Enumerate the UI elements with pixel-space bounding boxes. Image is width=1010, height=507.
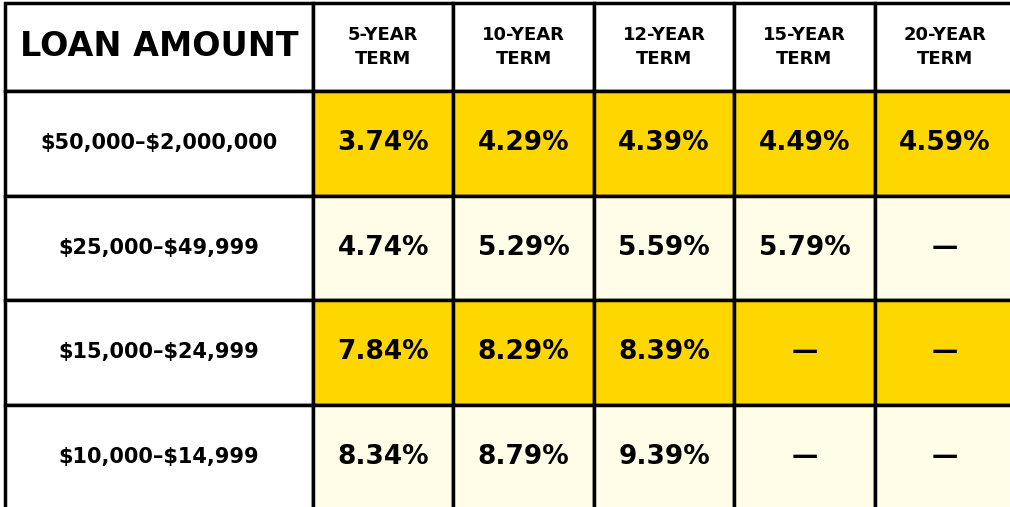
Bar	[734, 3, 875, 91]
Text: —: —	[932, 339, 957, 366]
Bar	[734, 300, 875, 405]
Text: \$25,000–\$49,999: \$25,000–\$49,999	[59, 238, 260, 258]
Text: 8.39%: 8.39%	[618, 339, 710, 366]
Bar	[875, 3, 1010, 91]
Text: 8.34%: 8.34%	[337, 444, 429, 470]
Bar	[313, 300, 453, 405]
Text: 5.59%: 5.59%	[618, 235, 710, 261]
Bar	[875, 196, 1010, 300]
Bar	[313, 91, 453, 196]
Text: 5-YEAR
TERM: 5-YEAR TERM	[348, 26, 418, 68]
Text: 4.39%: 4.39%	[618, 130, 710, 157]
Text: 4.29%: 4.29%	[478, 130, 570, 157]
Text: 4.49%: 4.49%	[759, 130, 850, 157]
Bar	[453, 91, 594, 196]
Text: 12-YEAR
TERM: 12-YEAR TERM	[622, 26, 706, 68]
Bar	[875, 300, 1010, 405]
Bar	[734, 91, 875, 196]
Text: 10-YEAR
TERM: 10-YEAR TERM	[482, 26, 566, 68]
Bar	[5, 91, 313, 196]
Bar	[734, 405, 875, 507]
Text: \$10,000–\$14,999: \$10,000–\$14,999	[59, 447, 260, 467]
Bar	[875, 405, 1010, 507]
Bar	[594, 196, 734, 300]
Bar	[594, 91, 734, 196]
Text: 8.79%: 8.79%	[478, 444, 570, 470]
Text: —: —	[932, 444, 957, 470]
Text: \$15,000–\$24,999: \$15,000–\$24,999	[59, 342, 260, 363]
Bar	[875, 91, 1010, 196]
Text: 8.29%: 8.29%	[478, 339, 570, 366]
Bar	[5, 196, 313, 300]
Bar	[5, 300, 313, 405]
Text: 7.84%: 7.84%	[337, 339, 429, 366]
Text: —: —	[792, 444, 817, 470]
Bar	[734, 196, 875, 300]
Bar	[5, 3, 313, 91]
Bar	[5, 405, 313, 507]
Text: —: —	[792, 339, 817, 366]
Text: 5.79%: 5.79%	[759, 235, 850, 261]
Text: 4.74%: 4.74%	[337, 235, 429, 261]
Bar	[594, 300, 734, 405]
Bar	[453, 196, 594, 300]
Bar	[313, 3, 453, 91]
Bar	[594, 3, 734, 91]
Bar	[313, 196, 453, 300]
Bar	[453, 3, 594, 91]
Text: —: —	[932, 235, 957, 261]
Bar	[313, 405, 453, 507]
Text: 3.74%: 3.74%	[337, 130, 429, 157]
Text: \$50,000–\$2,000,000: \$50,000–\$2,000,000	[40, 133, 278, 154]
Text: 4.59%: 4.59%	[899, 130, 991, 157]
Text: 20-YEAR
TERM: 20-YEAR TERM	[903, 26, 987, 68]
Text: LOAN AMOUNT: LOAN AMOUNT	[20, 30, 298, 63]
Text: 9.39%: 9.39%	[618, 444, 710, 470]
Text: 15-YEAR
TERM: 15-YEAR TERM	[763, 26, 846, 68]
Bar	[594, 405, 734, 507]
Text: 5.29%: 5.29%	[478, 235, 570, 261]
Bar	[453, 300, 594, 405]
Bar	[453, 405, 594, 507]
